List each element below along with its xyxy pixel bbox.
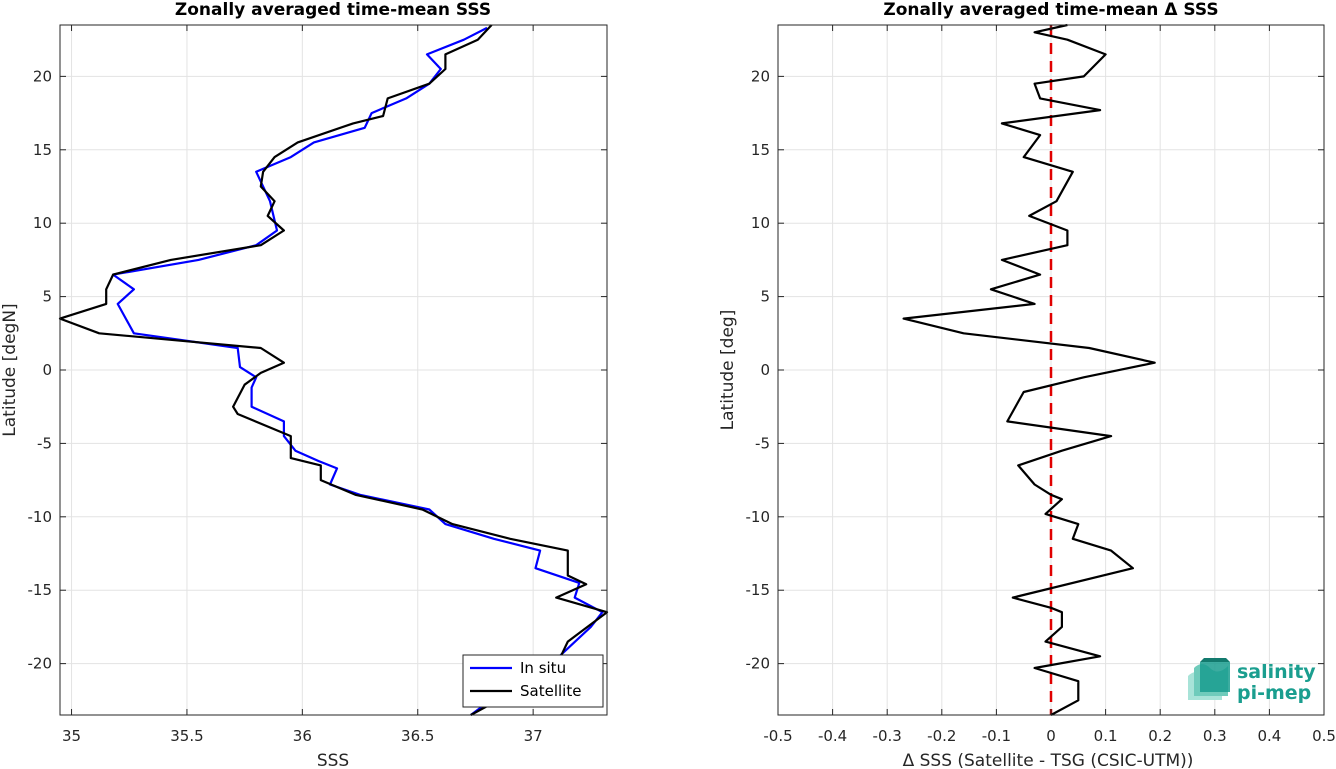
y-tick-label: -10: [746, 508, 771, 526]
y-tick-label: 5: [42, 288, 52, 306]
x-tick-label: 36: [293, 727, 312, 745]
y-tick-label: 0: [42, 361, 52, 379]
legend: In situ Satellite: [462, 654, 604, 708]
x-tick-label: 35: [62, 727, 81, 745]
x-tick-label: 0.4: [1257, 727, 1281, 745]
delta-sss-x-axis-label: Δ SSS (Satellite - TSG (CSIC-UTM)): [903, 751, 1194, 769]
wave-stack-icon: [1188, 658, 1230, 700]
x-tick-label: 0.3: [1203, 727, 1227, 745]
x-tick-label: -0.2: [927, 727, 956, 745]
delta-sss-y-axis-label: Latitude [deg]: [718, 310, 738, 431]
y-tick-label: -5: [755, 434, 770, 452]
y-tick-label: 10: [751, 214, 770, 232]
sss-series: [58, 24, 609, 716]
x-tick-label: -0.3: [873, 727, 902, 745]
y-tick-label: 20: [751, 67, 770, 85]
x-tick-label: 0.2: [1148, 727, 1172, 745]
x-tick-label: -0.1: [982, 727, 1011, 745]
delta-sss-series: [902, 23, 1156, 716]
x-tick-label: 0: [1046, 727, 1056, 745]
x-tick-label: 35.5: [170, 727, 203, 745]
logo-text-line1: salinity: [1237, 661, 1316, 683]
legend-label-satellite: Satellite: [520, 682, 581, 700]
sss-chart-title: Zonally averaged time-mean SSS: [175, 0, 491, 20]
sss-ticks: 35 35.5 36 36.5 37 -20 -15 -10 -5 0 5 10 15 20: [28, 25, 607, 745]
y-tick-label: -5: [37, 434, 52, 452]
y-tick-label: 20: [33, 67, 52, 85]
x-tick-label: 0.1: [1094, 727, 1118, 745]
logo-text-line2: pi-mep: [1237, 682, 1311, 704]
y-tick-label: 5: [760, 288, 770, 306]
series-line-satellite: [58, 24, 609, 716]
x-tick-label: -0.5: [763, 727, 792, 745]
series-line-delta-sss: [902, 23, 1156, 716]
y-tick-label: 0: [760, 361, 770, 379]
sss-y-axis-label: Latitude [degN]: [0, 303, 20, 436]
y-tick-label: 15: [33, 141, 52, 159]
sss-grid: [60, 25, 607, 715]
salinity-pi-mep-logo: salinity pi-mep: [1188, 658, 1316, 704]
y-tick-label: -10: [28, 508, 53, 526]
sss-x-axis-label: SSS: [317, 751, 349, 769]
sss-axes: 35 35.5 36 36.5 37 -20 -15 -10 -5 0 5 10 15 20 Zonall…: [0, 0, 609, 769]
y-tick-label: -15: [28, 581, 53, 599]
delta-sss-chart-title: Zonally averaged time-mean Δ SSS: [883, 0, 1218, 20]
delta-sss-ticks: -0.5 -0.4 -0.3 -0.2 -0.1 0 0.1 0.2 0.3 0.4 0.5 -20 -…: [746, 25, 1336, 745]
x-tick-label: -0.4: [818, 727, 847, 745]
y-tick-label: 10: [33, 214, 52, 232]
x-tick-label: 0.5: [1312, 727, 1336, 745]
y-tick-label: -15: [746, 581, 771, 599]
y-tick-label: -20: [28, 655, 53, 673]
x-tick-label: 37: [524, 727, 543, 745]
legend-box: [462, 654, 604, 708]
x-tick-label: 36.5: [401, 727, 434, 745]
legend-label-in-situ: In situ: [520, 659, 566, 677]
y-tick-label: 15: [751, 141, 770, 159]
y-tick-label: -20: [746, 655, 771, 673]
delta-sss-axes: -0.5 -0.4 -0.3 -0.2 -0.1 0 0.1 0.2 0.3 0.4 0.5 -20 -…: [718, 0, 1336, 769]
